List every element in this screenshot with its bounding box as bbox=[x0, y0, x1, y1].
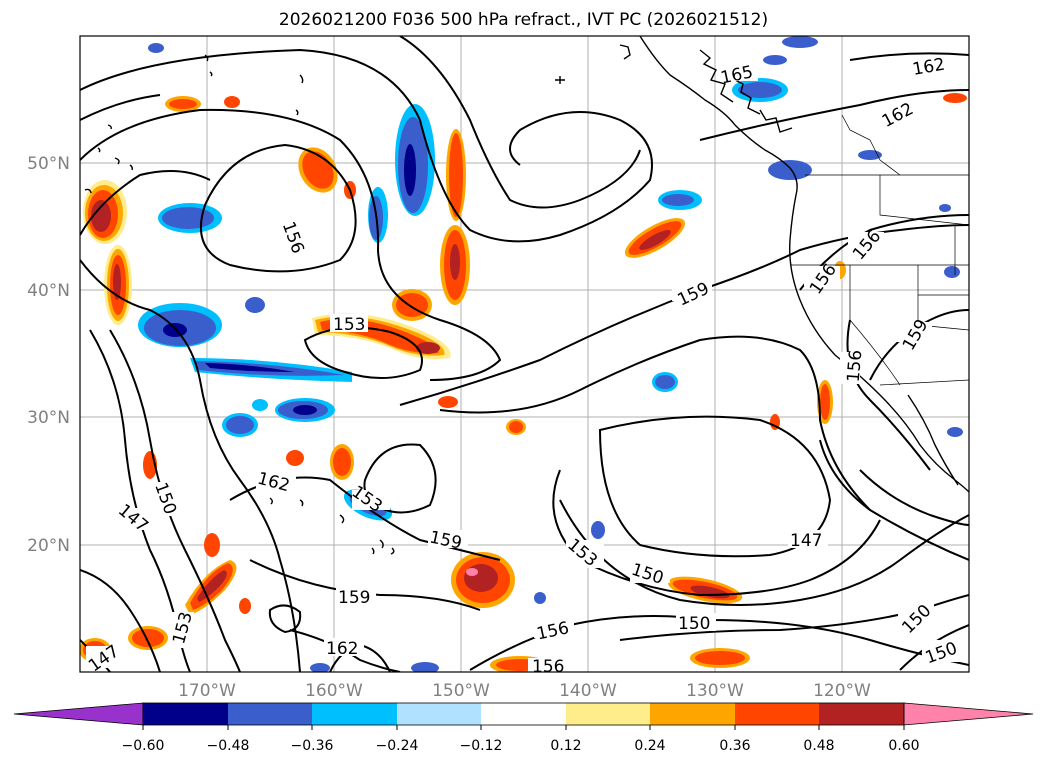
contour-162-ne bbox=[849, 52, 969, 61]
negative-anomaly-shading bbox=[138, 36, 963, 672]
contour-159-low bbox=[249, 559, 481, 611]
colorbar-tick-label: −0.60 bbox=[122, 738, 165, 754]
colorbar-segment bbox=[819, 703, 904, 725]
blob-pos-12 bbox=[80, 93, 967, 672]
contour-label: 153 bbox=[333, 315, 365, 335]
contour-156-south bbox=[846, 319, 931, 471]
contour-156-west bbox=[80, 259, 301, 672]
blob-neg-6 bbox=[222, 413, 258, 437]
blob-pos-11 bbox=[185, 560, 237, 615]
lon-label-140w: 140°W bbox=[559, 681, 617, 701]
blob-pos-6 bbox=[446, 129, 466, 221]
colorbar: −0.60 −0.48 −0.36 −0.24 −0.12 0.12 0.24 … bbox=[13, 702, 1034, 754]
latitude-labels: 50°N 40°N 30°N 20°N bbox=[27, 154, 70, 556]
contour-mid-1 bbox=[439, 335, 871, 511]
contour-165 bbox=[399, 36, 641, 209]
contour-156-topleft bbox=[80, 94, 211, 236]
blob-neg-12 bbox=[148, 36, 963, 672]
colorbar-tick-label: −0.24 bbox=[376, 738, 419, 754]
map-border bbox=[79, 35, 970, 673]
blob-pos-1 bbox=[83, 180, 127, 244]
colorbar-extend-high bbox=[903, 702, 1034, 726]
blob-pos-5 bbox=[440, 225, 470, 305]
longitude-labels: 170°W 160°W 150°W 140°W 130°W 120°W bbox=[178, 681, 871, 701]
colorbar-tick-label: 0.12 bbox=[550, 738, 581, 754]
contour-label: 156 bbox=[844, 349, 867, 383]
colorbar-tick-label: 0.24 bbox=[634, 738, 665, 754]
colorbar-segment bbox=[481, 703, 566, 725]
contour-153-mid bbox=[552, 469, 881, 597]
colorbar-tick-label: 0.60 bbox=[888, 738, 919, 754]
lat-label-50n: 50°N bbox=[27, 154, 70, 174]
colorbar-segment bbox=[312, 703, 397, 725]
contour-159-outer bbox=[80, 48, 653, 243]
contour-150-lower bbox=[619, 594, 969, 641]
lat-label-40n: 40°N bbox=[27, 281, 70, 301]
blob-neg-4 bbox=[190, 358, 352, 382]
colorbar-segment bbox=[650, 703, 735, 725]
coastlines bbox=[84, 36, 969, 555]
colorbar-segment bbox=[735, 703, 819, 725]
blob-pos-8 bbox=[624, 218, 686, 258]
colorbar-segment bbox=[397, 703, 481, 725]
contour-label: 162 bbox=[326, 639, 358, 659]
blob-neg-5 bbox=[275, 398, 335, 422]
colorbar-tick-label: 0.48 bbox=[803, 738, 834, 754]
lon-label-120w: 120°W bbox=[813, 681, 871, 701]
contour-label: 150 bbox=[678, 614, 710, 634]
lon-label-160w: 160°W bbox=[305, 681, 363, 701]
contour-label: 156 bbox=[532, 657, 564, 677]
blob-pos-4 bbox=[392, 289, 432, 321]
contour-150-mid bbox=[559, 499, 969, 606]
blob-pos-9 bbox=[451, 552, 515, 608]
lon-label-130w: 130°W bbox=[686, 681, 744, 701]
contour-label: 147 bbox=[790, 531, 822, 551]
contour-162-east bbox=[699, 89, 969, 141]
colorbar-segment bbox=[143, 703, 228, 725]
colorbar-tick-label: −0.36 bbox=[291, 738, 334, 754]
contour-small-ring bbox=[268, 604, 302, 634]
blob-neg-1 bbox=[395, 104, 435, 216]
blob-neg-9 bbox=[652, 372, 678, 392]
colorbar-segment bbox=[566, 703, 650, 725]
blob-pos-2 bbox=[104, 245, 132, 325]
colorbar-tick-label: −0.12 bbox=[460, 738, 503, 754]
contour-156-ring bbox=[199, 143, 357, 273]
blob-neg-7 bbox=[158, 203, 222, 233]
lon-label-150w: 150°W bbox=[432, 681, 490, 701]
blob-neg-11 bbox=[732, 78, 788, 102]
colorbar-tick-label: −0.48 bbox=[207, 738, 250, 754]
contour-159-se bbox=[869, 309, 969, 381]
contour-150-east bbox=[859, 469, 969, 526]
contour-147-west bbox=[80, 569, 161, 672]
colorbar-tick-label: 0.36 bbox=[719, 738, 750, 754]
colorbar-segment bbox=[228, 703, 312, 725]
lat-label-30n: 30°N bbox=[27, 408, 70, 428]
lon-label-170w: 170°W bbox=[178, 681, 236, 701]
map-title: 2026021200 F036 500 hPa refract., IVT PC… bbox=[278, 10, 769, 30]
contour-159-east bbox=[399, 224, 969, 406]
contour-label: 159 bbox=[338, 588, 370, 608]
contour-159-upper-left bbox=[80, 108, 502, 381]
lat-label-20n: 20°N bbox=[27, 536, 70, 556]
blob-neg-10 bbox=[658, 190, 702, 210]
colorbar-extend-low bbox=[13, 702, 144, 726]
contour-150-west bbox=[109, 329, 241, 672]
contour-153-east bbox=[819, 439, 969, 561]
